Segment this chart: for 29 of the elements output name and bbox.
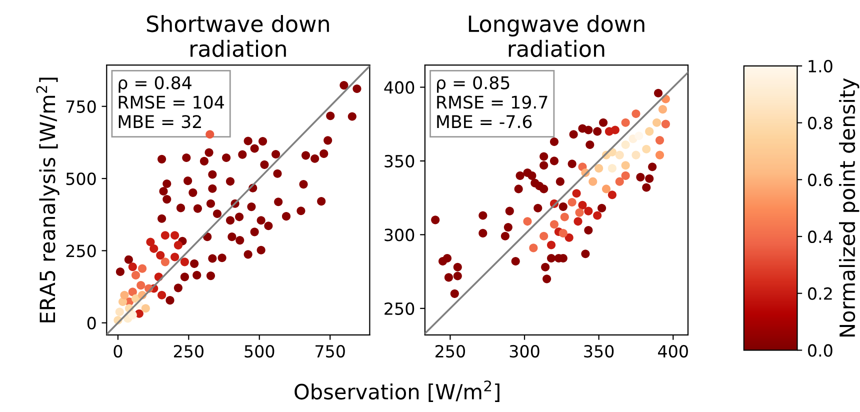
- y-tick-label: 0: [87, 316, 96, 330]
- y-axis-title: ERA5 reanalysis [W/m$^{2}$]: [36, 78, 60, 322]
- x-tick-label: 400: [658, 344, 688, 358]
- color-bar-label: 1.0: [808, 60, 832, 72]
- y-tick-label: 350: [384, 154, 414, 168]
- y-tick-label: 300: [384, 228, 414, 242]
- annotation: ρ = 0.85 RMSE = 19.7 MBE = -7.6: [437, 76, 548, 128]
- x-tick-label: 250: [436, 344, 466, 358]
- x-tick-label: 250: [174, 344, 204, 358]
- x-tick-label: 500: [244, 344, 274, 358]
- color-bar-label: 0.2: [808, 287, 832, 300]
- y-tick-label: 250: [384, 302, 414, 315]
- chart-title: Longwave down radiation: [468, 14, 644, 58]
- color-bar-label: 0.6: [808, 174, 832, 186]
- x-tick-label: 0: [114, 344, 122, 358]
- y-tick-label: 400: [384, 81, 414, 94]
- annotation: ρ = 0.84 RMSE = 104 MBE = 32: [118, 76, 224, 128]
- x-tick-label: 350: [584, 344, 614, 358]
- x-tick-label: 750: [316, 344, 345, 358]
- y-tick-label: 250: [66, 244, 96, 258]
- color-bar-label: 0.8: [808, 116, 832, 130]
- y-tick-label: 500: [66, 172, 96, 186]
- chart-title: Shortwave down radiation: [146, 14, 329, 58]
- x-axis-title: Observation [W/m$^{2}$]: [294, 380, 500, 402]
- color-bar-title: Normalized point density: [839, 78, 860, 336]
- x-tick-label: 300: [510, 344, 540, 358]
- color-bar-label: 0.4: [808, 230, 833, 244]
- color-bar-label: 0.0: [808, 344, 832, 357]
- y-tick-label: 750: [66, 100, 96, 113]
